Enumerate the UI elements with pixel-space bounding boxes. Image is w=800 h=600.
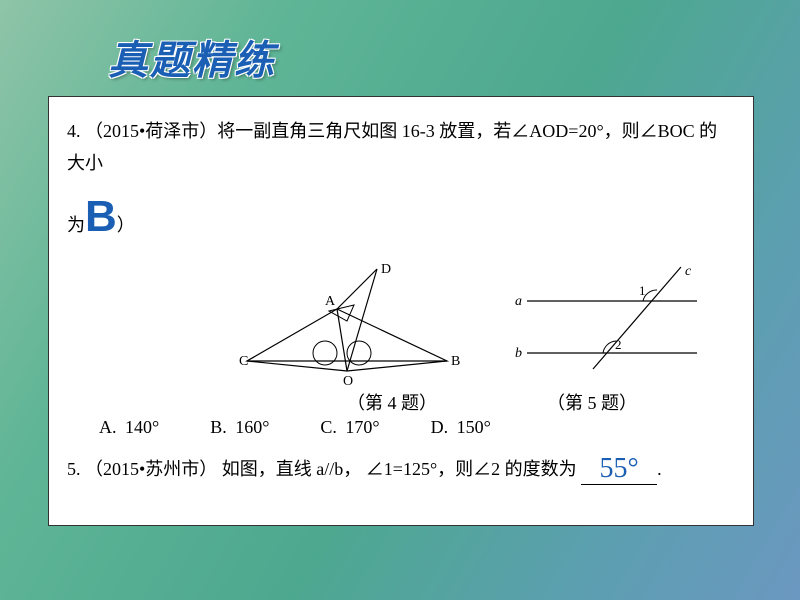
q4-prefix: 为 [67, 209, 85, 241]
label-O: O [343, 374, 353, 385]
figure-5: a b c 1 2 [515, 264, 697, 369]
q4-text-line1: 4. （2015•荷泽市）将一副直角三角尺如图 16-3 放置，若∠AOD=20… [67, 115, 735, 179]
label-B: B [451, 354, 460, 369]
caption-fig4: （第 4 题） [327, 389, 457, 415]
q5-text: 5. （2015•苏州市） 如图，直线 a//b， ∠1=125°，则∠2 的度… [67, 452, 735, 485]
label-a: a [515, 294, 522, 309]
q4-suffix: ） [117, 209, 135, 241]
figures-svg: C O B A D a b c 1 2 [67, 255, 737, 385]
option-c: C. 170° [320, 417, 379, 437]
q5-pre: 5. （2015•苏州市） 如图，直线 a//b， ∠1=125°，则∠2 的度… [67, 459, 577, 479]
q5-post: . [657, 459, 662, 479]
label-C: C [239, 354, 248, 369]
content-panel: 4. （2015•荷泽市）将一副直角三角尺如图 16-3 放置，若∠AOD=20… [48, 96, 754, 526]
section-title: 真题精练 [108, 28, 276, 86]
label-D: D [381, 262, 391, 277]
figure-captions: （第 4 题） （第 5 题） [67, 385, 735, 415]
label-angle1: 1 [639, 283, 646, 298]
q4-text-line2: 为 B ） [67, 195, 735, 241]
label-A: A [325, 294, 336, 309]
q5-blank: 55° [581, 452, 657, 485]
q4-options: A. 140° B. 160° C. 170° D. 150° [67, 417, 735, 438]
option-d: D. 150° [431, 417, 491, 437]
figure-4: C O B A D [239, 262, 460, 385]
q4-answer: B [85, 195, 117, 239]
label-angle2: 2 [615, 337, 622, 352]
q5-answer: 55° [600, 453, 639, 484]
option-b: B. 160° [210, 417, 269, 437]
option-a: A. 140° [99, 417, 159, 437]
caption-fig5: （第 5 题） [527, 389, 657, 415]
label-b: b [515, 346, 522, 361]
label-c: c [685, 264, 692, 279]
figures-row: C O B A D a b c 1 2 [67, 255, 735, 405]
